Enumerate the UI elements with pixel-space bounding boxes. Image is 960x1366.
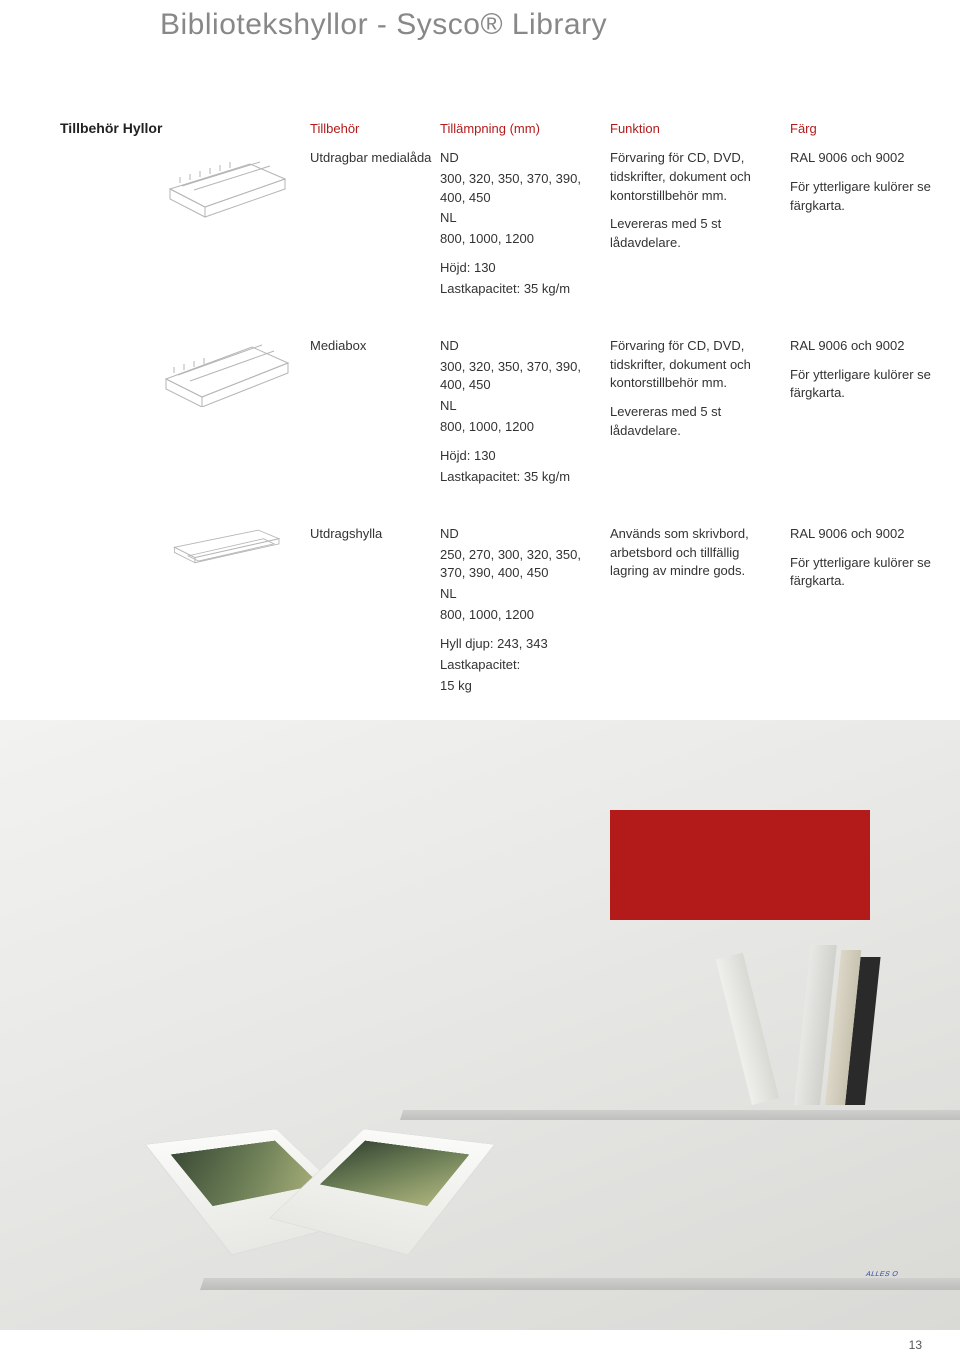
page-title: Bibliotekshyllor - Sysco® Library: [0, 0, 960, 42]
cell-name: Utdragbar medialåda: [310, 149, 440, 301]
leaning-book: [716, 953, 779, 1105]
cell-color: RAL 9006 och 9002 För ytterligare kulöre…: [790, 337, 960, 489]
table-row: Utdragshylla ND 250, 270, 300, 320, 350,…: [160, 525, 920, 734]
col-header-color: Färg: [790, 120, 960, 139]
shelf-edge: [200, 1278, 960, 1290]
mediabox-illustration: [160, 337, 290, 407]
cell-app: ND 300, 320, 350, 370, 390, 400, 450 NL …: [440, 149, 610, 301]
cell-app: ND 250, 270, 300, 320, 350, 370, 390, 40…: [440, 525, 610, 698]
cell-app: ND 300, 320, 350, 370, 390, 400, 450 NL …: [440, 337, 610, 489]
drawer-illustration: [160, 149, 290, 219]
accessory-table: Tillbehör Tillämpning (mm) Funktion Färg…: [160, 120, 920, 733]
red-accent-block: [610, 810, 870, 920]
shelf-illustration: [160, 525, 290, 595]
page-number: 13: [909, 1338, 922, 1352]
hero-photo: ALLES O: [0, 720, 960, 1330]
open-magazine: [170, 1090, 470, 1260]
cell-color: RAL 9006 och 9002 För ytterligare kulöre…: [790, 149, 960, 301]
col-header-name: Tillbehör: [310, 120, 440, 139]
cell-func: Används som skrivbord, arbetsbord och ti…: [610, 525, 790, 698]
cell-func: Förvaring för CD, DVD, tidskrifter, doku…: [610, 149, 790, 301]
table-row: Utdragbar medialåda ND 300, 320, 350, 37…: [160, 149, 920, 337]
cell-func: Förvaring för CD, DVD, tidskrifter, doku…: [610, 337, 790, 489]
col-header-func: Funktion: [610, 120, 790, 139]
table-row: Mediabox ND 300, 320, 350, 370, 390, 400…: [160, 337, 920, 525]
cell-color: RAL 9006 och 9002 För ytterligare kulöre…: [790, 525, 960, 698]
shelf-brand-label: ALLES O: [865, 1271, 899, 1278]
cell-name: Utdragshylla: [310, 525, 440, 698]
table-header-row: Tillbehör Tillämpning (mm) Funktion Färg: [160, 120, 920, 149]
section-label: Tillbehör Hyllor: [60, 120, 162, 136]
shelf-edge: [400, 1110, 960, 1120]
cell-name: Mediabox: [310, 337, 440, 489]
col-header-app: Tillämpning (mm): [440, 120, 610, 139]
